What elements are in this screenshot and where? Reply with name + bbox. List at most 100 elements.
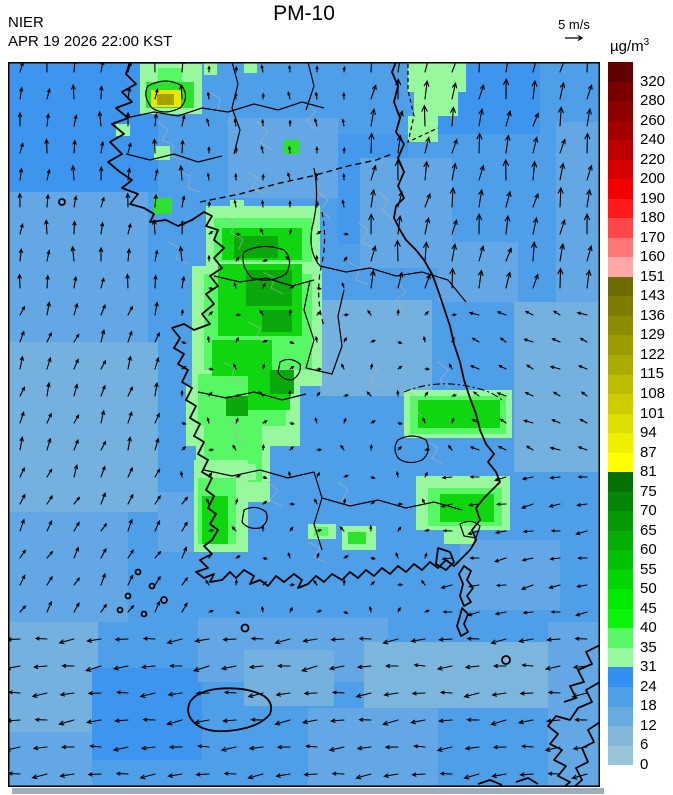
wind-arrow-icon (472, 391, 480, 397)
colorbar-segment (608, 647, 633, 668)
wind-arrow-icon (99, 85, 104, 100)
wind-arrow-icon (370, 556, 376, 560)
wind-arrow-icon (394, 158, 401, 181)
wind-arrow-icon (73, 463, 79, 478)
wind-arrow-icon (550, 610, 561, 614)
wind-arrow-icon (439, 690, 453, 695)
wind-arrow-icon (316, 391, 321, 397)
wind-arrow-icon (448, 363, 453, 370)
wind-arrow-icon (235, 394, 242, 398)
wind-arrow-icon (19, 574, 26, 586)
wind-arrow-icon (142, 636, 156, 641)
wind-arrow-icon (19, 330, 25, 343)
wind-arrow-icon (343, 394, 350, 398)
pyongyang-city-ring (145, 80, 187, 113)
wind-arrow-icon (397, 526, 402, 532)
wind-arrow-icon (315, 65, 319, 73)
small-island (240, 623, 250, 633)
wind-arrow-icon (32, 745, 48, 751)
wind-arrow-icon (370, 363, 374, 370)
wind-arrow-icon (421, 498, 426, 505)
raster-cell-blue (364, 642, 554, 708)
wind-arrow-icon (476, 213, 483, 235)
colorbar-tick-label: 12 (640, 716, 657, 734)
wind-arrow-icon (19, 86, 24, 100)
wind-arrow-icon (233, 281, 237, 289)
wind-arrow-icon (342, 65, 346, 73)
wind-arrow-icon (235, 610, 241, 615)
wind-arrow-icon (549, 557, 561, 561)
wind-arrow-icon (261, 199, 265, 208)
wind-arrow-icon (451, 138, 458, 154)
wind-arrow-icon (396, 134, 403, 154)
wind-arrow-icon (504, 214, 511, 235)
wind-arrow-icon (522, 610, 534, 615)
wind-arrow-icon (576, 584, 588, 588)
wind-arrow-icon (397, 502, 404, 506)
wind-arrow-icon (181, 365, 187, 370)
wind-arrow-icon (471, 418, 480, 424)
wind-arrow-icon (232, 444, 237, 451)
colorbar-tick-label: 87 (640, 443, 657, 461)
wind-arrow-icon (368, 213, 375, 235)
colorbar-segment (608, 198, 633, 219)
wind-arrow-icon (574, 636, 588, 641)
chungnam-chungbuk-border (303, 279, 315, 369)
wind-arrow-icon (367, 309, 372, 316)
raster-cell-green (226, 396, 248, 416)
wind-arrow-icon (463, 773, 480, 780)
wind-arrow-icon (586, 164, 593, 181)
wind-arrow-icon (192, 665, 210, 672)
wind-arrow-icon (366, 391, 372, 397)
coastline-korea (107, 62, 501, 589)
wind-arrow-icon (523, 338, 534, 343)
wind-arrow-icon (208, 391, 213, 397)
colorbar-tick-label: 40 (640, 619, 657, 637)
wind-arrow-icon (394, 239, 401, 262)
wind-arrow-icon (276, 745, 291, 750)
wind-arrow-icon (316, 367, 323, 371)
wind-arrow-icon (316, 448, 323, 452)
wind-arrow-icon (467, 611, 480, 617)
wind-arrow-icon (289, 340, 295, 345)
colorbar-segment (608, 491, 633, 512)
wind-arrow-icon (532, 273, 539, 289)
wind-arrow-icon (314, 498, 318, 505)
wind-arrow-icon (220, 665, 237, 671)
daejeon-city-ring (277, 358, 301, 381)
wind-arrow-icon (89, 744, 102, 749)
wind-arrow-icon (341, 118, 345, 127)
wind-arrow-icon (112, 665, 129, 671)
wind-arrow-icon (207, 146, 211, 154)
wind-arrow-icon (343, 313, 350, 317)
wind-arrow-icon (397, 421, 403, 425)
wind-arrow-icon (233, 118, 237, 127)
wind-arrow-icon (31, 692, 48, 698)
wind-arrow-icon (73, 577, 81, 586)
wind-arrow-icon (424, 609, 430, 613)
wind-arrow-icon (383, 692, 399, 697)
wind-arrow-icon (181, 602, 188, 613)
wind-arrow-icon (248, 664, 264, 670)
small-island (58, 198, 66, 206)
wind-arrow-icon (142, 717, 156, 722)
wind-arrow-icon (451, 336, 455, 343)
wind-arrow-icon (580, 391, 588, 397)
chungnam-jeonbuk-border (197, 391, 307, 401)
wind-arrow-icon (100, 547, 107, 559)
wind-arrow-icon (154, 381, 159, 397)
wind-arrow-icon (19, 305, 26, 316)
wind-arrow-icon (114, 637, 129, 642)
wind-arrow-icon (207, 65, 211, 73)
wind-arrow-icon (206, 117, 210, 127)
wind-arrow-icon (70, 164, 76, 181)
colorbar-segment (608, 62, 633, 82)
wind-arrow-icon (397, 271, 404, 289)
wind-arrow-icon (234, 172, 238, 181)
colorbar-tick-label: 151 (640, 267, 666, 285)
colorbar-tick-label: 160 (640, 248, 666, 266)
wind-arrow-icon (478, 108, 484, 127)
wind-arrow-icon (421, 104, 428, 127)
wind-arrow-icon (440, 584, 453, 589)
colorbar-segment (608, 511, 633, 531)
